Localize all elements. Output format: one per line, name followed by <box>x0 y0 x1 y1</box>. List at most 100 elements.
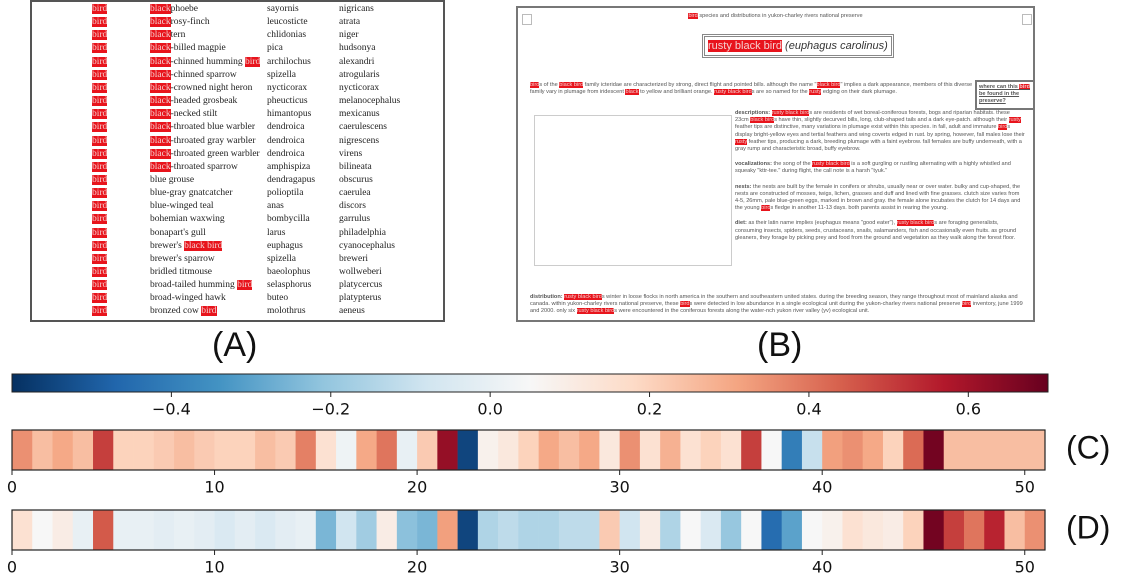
page-heading: rusty black bird (euphagus carolinus) <box>702 34 894 58</box>
species-cell: platypterus <box>339 292 381 305</box>
genus: pica <box>267 43 283 54</box>
colorbar <box>11 373 1049 393</box>
genus: dendroica <box>267 148 305 159</box>
heat-cell <box>700 510 722 550</box>
name-cell: bridled titmouse <box>150 266 212 279</box>
genus-cell: selasphorus <box>267 279 311 292</box>
species: alexandri <box>339 56 375 67</box>
panel-a-table: bird blackphoebe sayornis nigricans bird blac… <box>30 0 445 322</box>
colorbar-tick-label: −0.2 <box>311 400 350 419</box>
colorbar-tick-label: 0.0 <box>477 400 502 419</box>
image-placeholder <box>534 115 732 266</box>
colorbar-tick-label: 0.4 <box>796 400 821 419</box>
x-tick-label: 30 <box>609 478 629 497</box>
heat-cell <box>1004 510 1026 550</box>
colorbar-tick-label: 0.6 <box>956 400 981 419</box>
species: aeneus <box>339 306 365 317</box>
name-cell: bohemian waxwing <box>150 213 225 226</box>
species-cell: bilineata <box>339 161 372 174</box>
sidebar-link[interactable]: where can this bird be found in the pres… <box>975 80 1033 110</box>
tag: bird <box>92 253 108 264</box>
text: s winter in loose flocks in north americ… <box>530 294 1018 308</box>
tag-cell: bird <box>92 95 108 108</box>
text: brewer's <box>150 240 185 251</box>
heat-cell <box>72 510 94 550</box>
genus: dendragapus <box>267 174 316 185</box>
species-cell: cyanocephalus <box>339 240 395 253</box>
species: breweri <box>339 253 369 264</box>
name-cell: broad-tailed humming bird <box>150 279 253 292</box>
heat-cell <box>477 430 499 470</box>
species: obscurus <box>339 174 373 185</box>
highlighted-text: black <box>150 82 171 93</box>
heat-cell <box>579 510 600 550</box>
species: nigrescens <box>339 135 380 146</box>
heat-cell <box>761 430 782 470</box>
text: bridled titmouse <box>150 267 213 277</box>
heat-cell <box>1024 430 1046 470</box>
highlighted-text: black <box>150 69 171 80</box>
name-cell: brewer's black bird <box>150 240 223 253</box>
heat-cell <box>599 430 620 470</box>
text: diet: <box>735 220 749 227</box>
heat-cell <box>194 430 215 470</box>
highlighted-text: black bird <box>559 82 584 88</box>
genus-cell: molothrus <box>267 305 306 318</box>
highlighted-text: rusty black bird <box>714 89 752 96</box>
heat-cell <box>781 430 803 470</box>
tag: bird <box>92 69 108 80</box>
genus-cell: spizella <box>267 253 296 266</box>
highlighted-text: black <box>625 89 639 96</box>
name-cell: black-headed grosbeak <box>150 95 237 108</box>
heat-cell <box>396 430 418 470</box>
x-tick-label: 20 <box>407 478 427 497</box>
highlighted-text: rusty <box>1008 117 1021 124</box>
text: descriptions: <box>735 110 772 116</box>
highlighted-text: bird <box>998 124 1008 131</box>
highlighted-text: bird <box>530 82 540 88</box>
tag-cell: bird <box>92 121 108 134</box>
species: atrata <box>339 17 361 28</box>
species: virens <box>339 148 363 159</box>
highlighted-text: black <box>150 148 171 159</box>
panel-b-webpage: bird species and distributions in yukon-… <box>516 6 1035 322</box>
tag: bird <box>92 240 108 251</box>
species-cell: nigricans <box>339 3 374 16</box>
x-tick-label: 20 <box>407 558 427 577</box>
genus-cell: sayornis <box>267 3 299 16</box>
genus: dendroica <box>267 122 305 133</box>
genus-cell: spizella <box>267 69 296 82</box>
text: bonapart's gull <box>150 227 206 238</box>
genus-cell: dendroica <box>267 121 304 134</box>
heat-cell <box>295 430 317 470</box>
species: caerulescens <box>339 122 387 133</box>
tag-cell: bird <box>92 174 108 187</box>
tag: bird <box>92 148 108 159</box>
heat-cell <box>174 430 195 470</box>
highlighted-text: bird <box>688 13 698 19</box>
text: -throated gray warbler <box>170 135 256 146</box>
genus: molothrus <box>267 306 306 317</box>
genus: chlidonias <box>267 30 307 41</box>
tag-cell: bird <box>92 292 108 305</box>
x-tick-label: 50 <box>1015 558 1035 577</box>
genus-cell: polioptila <box>267 187 303 200</box>
heat-cell <box>680 510 701 550</box>
text: -throated blue warbler <box>170 122 255 133</box>
text: " implies a dark appearance, members of … <box>530 82 973 96</box>
genus-cell: dendroica <box>267 135 304 148</box>
species: niger <box>339 30 359 41</box>
heat-cell <box>234 430 256 470</box>
text: brewer's sparrow <box>150 253 215 264</box>
highlighted-text: bird <box>680 301 690 308</box>
text: tern <box>170 30 186 41</box>
heat-cell <box>741 510 762 550</box>
text: is a soft gurgling or rustling alternati… <box>735 161 1011 175</box>
species-cell: breweri <box>339 253 368 266</box>
heat-cell <box>558 510 580 550</box>
text: s were encountered in the coniferous for… <box>614 308 870 315</box>
heat-cell <box>498 430 519 470</box>
highlighted-text: black bird <box>184 240 223 251</box>
genus-cell: dendroica <box>267 148 304 161</box>
highlighted-text: black <box>150 43 171 54</box>
